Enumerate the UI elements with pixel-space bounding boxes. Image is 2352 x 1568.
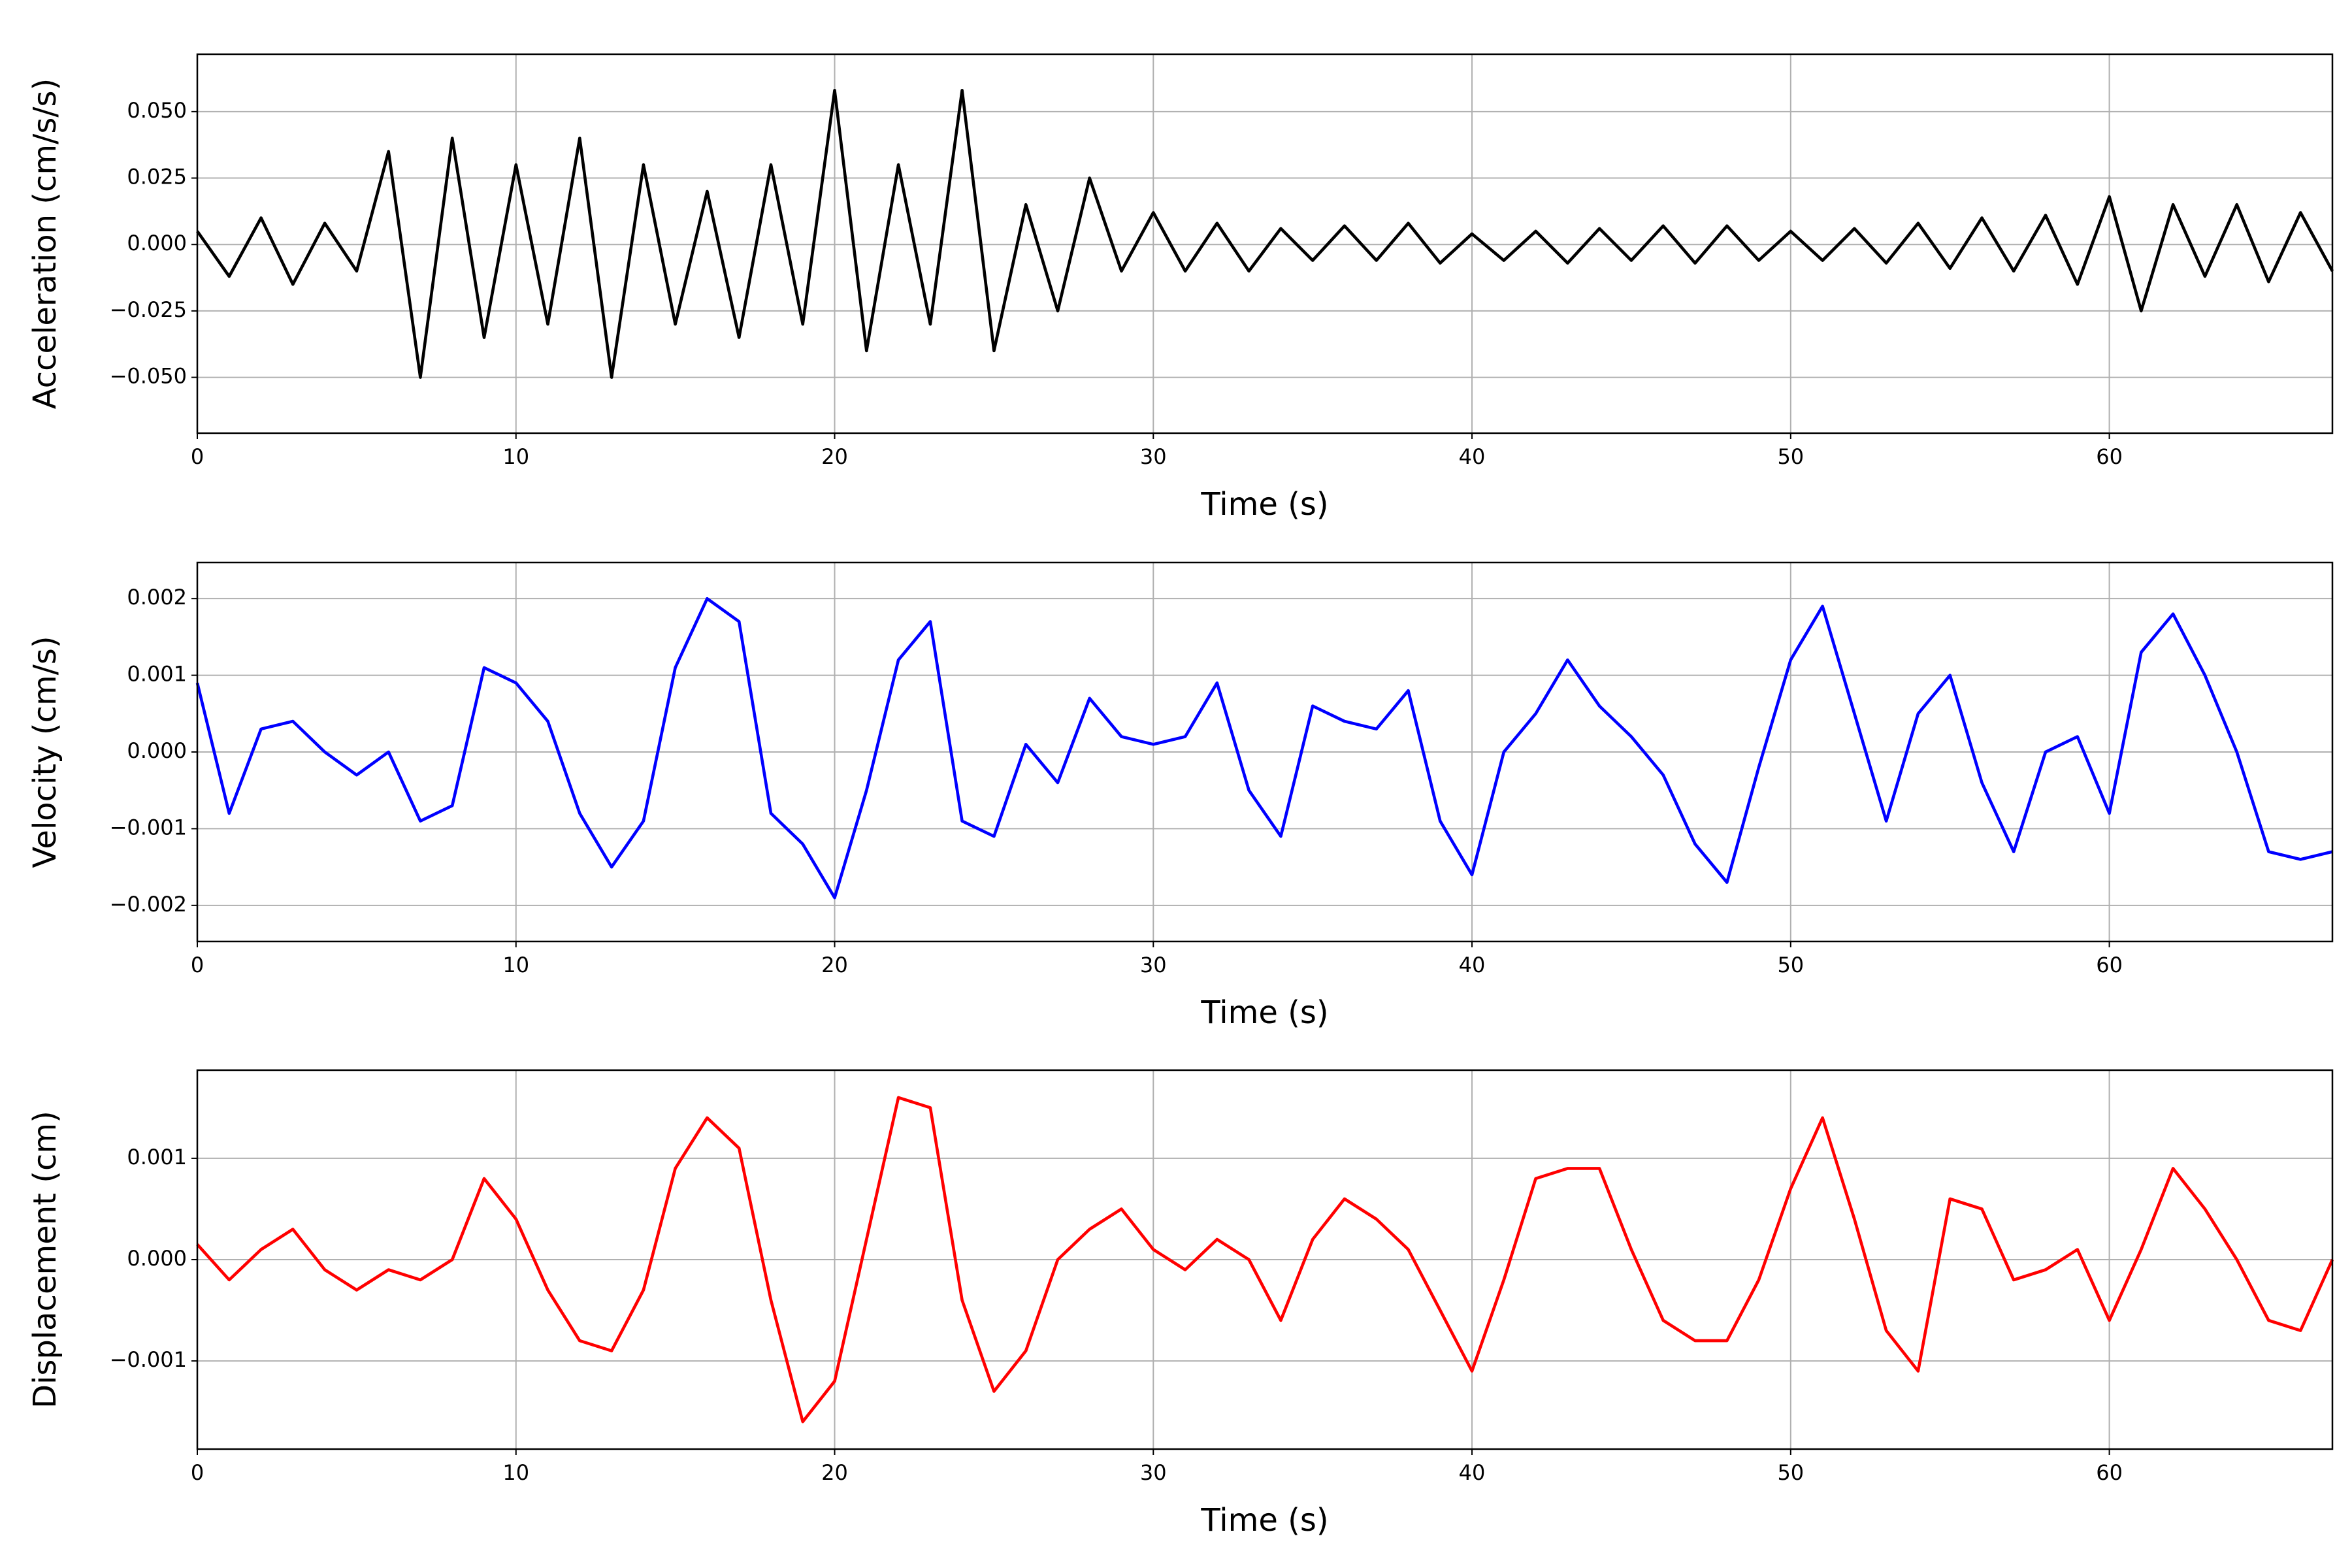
- x-tick-label: 50: [1777, 444, 1804, 469]
- data-line: [196, 1096, 2334, 1424]
- y-tick-label: 0.000: [127, 231, 187, 255]
- y-axis-label: Acceleration (cm/s/s): [27, 78, 63, 409]
- data-line: [196, 89, 2334, 379]
- x-tick-label: 30: [1140, 953, 1167, 977]
- x-tick-label: 30: [1140, 444, 1167, 469]
- x-tick-label: 10: [502, 444, 529, 469]
- y-tick-label: −0.025: [110, 297, 187, 322]
- x-axis-label: Time (s): [1200, 994, 1328, 1031]
- y-tick-label: 0.025: [127, 165, 187, 189]
- x-tick-label: 20: [821, 1460, 848, 1485]
- y-tick-label: −0.050: [110, 364, 187, 389]
- x-axis-label: Time (s): [1200, 486, 1328, 523]
- plot-frame: [196, 1069, 2334, 1450]
- y-tick-label: 0.000: [127, 738, 187, 763]
- x-tick-label: 20: [821, 444, 848, 469]
- x-tick-label: 40: [1459, 1460, 1486, 1485]
- plot-frame: [196, 53, 2334, 434]
- y-tick-label: 0.001: [127, 662, 187, 687]
- data-line: [195, 596, 2333, 900]
- x-tick-label: 40: [1459, 444, 1486, 469]
- x-tick-label: 0: [191, 1460, 204, 1485]
- y-axis-label: Displacement (cm): [27, 1111, 63, 1409]
- x-tick-label: 40: [1459, 953, 1486, 977]
- y-tick-label: −0.002: [110, 892, 187, 917]
- x-tick-label: 10: [502, 1460, 529, 1485]
- y-tick-label: 0.001: [127, 1145, 187, 1169]
- x-tick-label: 60: [2096, 444, 2123, 469]
- x-axis-label: Time (s): [1200, 1502, 1328, 1539]
- y-tick-label: 0.050: [127, 98, 187, 123]
- x-tick-label: 10: [502, 953, 529, 977]
- plot-frame: [196, 561, 2334, 943]
- x-tick-label: 60: [2096, 1460, 2123, 1485]
- x-tick-label: 20: [821, 953, 848, 977]
- x-tick-label: 0: [191, 444, 204, 469]
- y-tick-label: −0.001: [110, 1347, 187, 1372]
- x-tick-label: 50: [1777, 1460, 1804, 1485]
- x-tick-label: 30: [1140, 1460, 1167, 1485]
- y-axis-label: Velocity (cm/s): [27, 636, 63, 868]
- x-tick-label: 60: [2096, 953, 2123, 977]
- x-tick-label: 50: [1777, 953, 1804, 977]
- y-tick-label: −0.001: [110, 815, 187, 840]
- y-tick-label: 0.002: [127, 585, 187, 610]
- x-tick-label: 0: [191, 953, 204, 977]
- y-tick-label: 0.000: [127, 1246, 187, 1271]
